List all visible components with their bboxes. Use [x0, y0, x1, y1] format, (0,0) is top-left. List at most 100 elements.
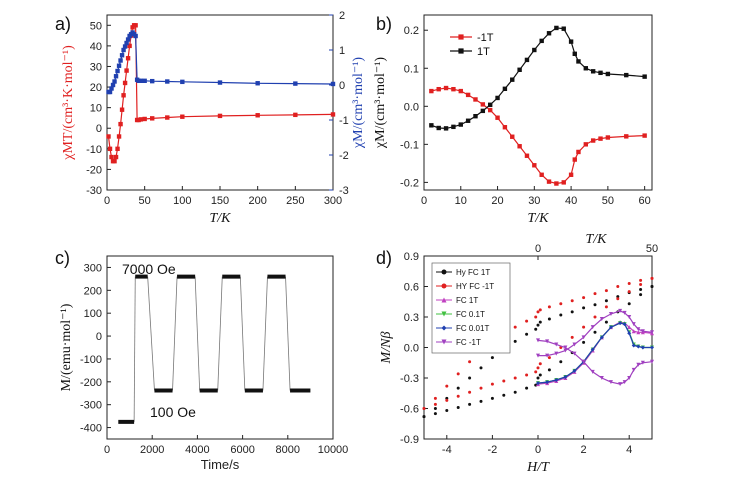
data-point [639, 278, 643, 282]
legend-label: FC 0.01T [456, 324, 489, 333]
data-point [113, 74, 119, 79]
data-point [113, 154, 119, 160]
data-point [473, 97, 478, 102]
data-point [443, 85, 449, 91]
y-axis-title: χM/(cm³·mol⁻¹) [373, 57, 388, 150]
data-point [583, 142, 589, 147]
x2-tick-label: 50 [646, 243, 658, 255]
data-point [576, 149, 581, 155]
y-axis-title-left: χMT/(cm³·K·mol⁻¹) [61, 45, 76, 161]
data-point [642, 74, 647, 79]
data-point [118, 121, 123, 127]
legend-marker [458, 48, 464, 54]
x-tick-label: 200 [248, 195, 266, 207]
x2-tick-label: 0 [535, 243, 541, 255]
data-point [538, 320, 542, 324]
data-point [490, 396, 494, 400]
data-point [570, 335, 574, 339]
y-axis-title: M/Nβ [379, 332, 394, 365]
transition-line [285, 276, 291, 391]
data-point [490, 356, 494, 360]
panel-b: 0 10 20 30 40 50 60 -0.2 -0.1 0.0 0.1 0.2 -1T 1T b) T/K… [373, 14, 653, 226]
data-point [112, 79, 117, 84]
data-point [180, 114, 185, 119]
data-point [443, 126, 449, 131]
data-point [436, 86, 441, 92]
data-point [572, 351, 577, 356]
panel-label: c) [55, 248, 70, 268]
data-point [524, 57, 530, 63]
series-line [431, 87, 645, 185]
data-point [640, 329, 645, 334]
y-tick-label: 30 [90, 61, 102, 73]
x-tick-label: 50 [139, 195, 151, 207]
data-point [330, 112, 336, 117]
data-point [583, 66, 589, 71]
data-point [627, 331, 632, 336]
data-point [433, 396, 437, 400]
x-tick-label: 300 [324, 195, 342, 207]
data-point [180, 79, 185, 85]
legend-label: HY FC -1T [456, 282, 494, 291]
data-point [545, 380, 550, 385]
data-point [293, 81, 298, 86]
data-point [136, 117, 141, 123]
transition-line [217, 276, 223, 391]
data-point [618, 321, 623, 326]
data-point [636, 362, 641, 367]
data-point [138, 117, 144, 122]
y-tick-label: -0.1 [400, 139, 419, 151]
data-point [536, 310, 540, 314]
annotation-low-field: 100 Oe [150, 404, 196, 420]
legend-label: FC -1T [456, 338, 481, 347]
data-point [109, 154, 114, 160]
data-point [517, 67, 522, 72]
data-point [554, 378, 559, 383]
y-tick-label: 10 [90, 103, 102, 115]
data-point [136, 78, 141, 83]
data-point [124, 68, 129, 73]
data-point [534, 327, 538, 331]
data-point [110, 82, 116, 88]
plot-frame [106, 255, 334, 440]
data-point [133, 23, 138, 28]
legend-marker [458, 34, 464, 40]
x-tick-label: 30 [528, 195, 540, 207]
plot-frame [106, 14, 334, 191]
y2-tick-label: 2 [339, 10, 345, 22]
data-point [436, 125, 441, 131]
data-point [122, 80, 128, 86]
panel-d: -4 -2 0 2 4 -0.9 -0.6 -0.3 0.0 0.3 0.6 0.9 0 50 Hy FC … [376, 232, 658, 475]
legend-box [431, 262, 511, 354]
data-point [639, 293, 643, 297]
data-point [513, 376, 517, 380]
data-point [517, 144, 522, 149]
data-point [539, 38, 544, 44]
data-point [532, 163, 537, 168]
x-tick-label: 4000 [185, 444, 209, 456]
x-tick-label: 20 [491, 195, 503, 207]
data-point [572, 157, 577, 162]
data-point [513, 325, 517, 329]
data-point [502, 393, 506, 397]
legend-label: FC 1T [456, 296, 478, 305]
data-point [616, 297, 620, 301]
data-point [624, 134, 629, 139]
data-point [547, 317, 551, 321]
data-point [480, 108, 486, 114]
data-point [581, 335, 586, 340]
data-point [627, 325, 632, 330]
data-point [590, 138, 596, 143]
data-point [559, 302, 563, 306]
y-tick-label: 0.6 [404, 282, 419, 294]
data-point [593, 303, 597, 307]
data-point [525, 373, 529, 377]
data-point [532, 47, 537, 53]
data-point [465, 118, 471, 123]
panel-c: 0 2000 4000 6000 8000 10000 -400 -300 -200 -100 0 1… [55, 248, 348, 472]
transition-line [239, 276, 246, 391]
data-point [590, 369, 595, 374]
data-point [165, 115, 170, 120]
data-point [590, 347, 595, 352]
